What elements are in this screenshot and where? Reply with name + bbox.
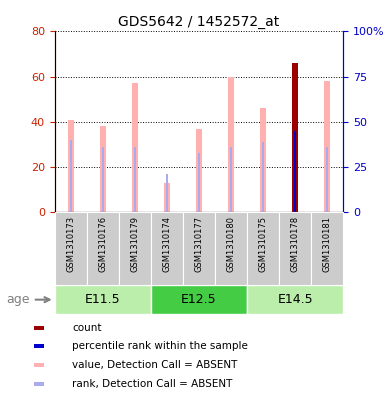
- Bar: [247, 212, 279, 285]
- Bar: [247, 285, 343, 314]
- Text: GSM1310175: GSM1310175: [259, 216, 268, 272]
- Bar: [119, 212, 151, 285]
- Text: percentile rank within the sample: percentile rank within the sample: [72, 342, 248, 351]
- Text: count: count: [72, 323, 102, 332]
- Text: GSM1310176: GSM1310176: [98, 216, 107, 272]
- Bar: [101, 147, 104, 212]
- Bar: [198, 153, 200, 212]
- Bar: [34, 382, 44, 386]
- Bar: [260, 108, 266, 212]
- Text: GSM1310181: GSM1310181: [323, 216, 332, 272]
- Bar: [183, 212, 215, 285]
- Bar: [132, 83, 138, 212]
- Bar: [326, 147, 328, 212]
- Text: value, Detection Call = ABSENT: value, Detection Call = ABSENT: [72, 360, 238, 370]
- Text: E14.5: E14.5: [277, 293, 313, 306]
- Bar: [324, 81, 330, 212]
- Bar: [55, 285, 151, 314]
- Bar: [215, 212, 247, 285]
- Bar: [196, 129, 202, 212]
- Bar: [34, 344, 44, 348]
- Bar: [55, 212, 87, 285]
- Text: GSM1310179: GSM1310179: [130, 216, 139, 272]
- Bar: [292, 63, 298, 212]
- Text: GSM1310177: GSM1310177: [194, 216, 204, 272]
- Text: GSM1310178: GSM1310178: [291, 216, 300, 272]
- Text: E11.5: E11.5: [85, 293, 121, 306]
- Text: GSM1310174: GSM1310174: [162, 216, 171, 272]
- Text: GSM1310180: GSM1310180: [227, 216, 236, 272]
- Bar: [294, 131, 296, 212]
- Bar: [34, 363, 44, 367]
- Bar: [262, 142, 264, 212]
- Bar: [87, 212, 119, 285]
- Bar: [151, 285, 247, 314]
- Text: rank, Detection Call = ABSENT: rank, Detection Call = ABSENT: [72, 379, 232, 389]
- Bar: [228, 77, 234, 212]
- Title: GDS5642 / 1452572_at: GDS5642 / 1452572_at: [118, 15, 280, 29]
- Bar: [230, 147, 232, 212]
- Bar: [166, 174, 168, 212]
- Bar: [134, 147, 136, 212]
- Bar: [100, 127, 106, 212]
- Bar: [311, 212, 343, 285]
- Bar: [164, 183, 170, 212]
- Bar: [68, 119, 74, 212]
- Bar: [34, 326, 44, 330]
- Bar: [151, 212, 183, 285]
- Bar: [69, 140, 72, 212]
- Text: E12.5: E12.5: [181, 293, 217, 306]
- Bar: [279, 212, 311, 285]
- Text: GSM1310173: GSM1310173: [66, 216, 75, 272]
- Text: age: age: [7, 293, 50, 306]
